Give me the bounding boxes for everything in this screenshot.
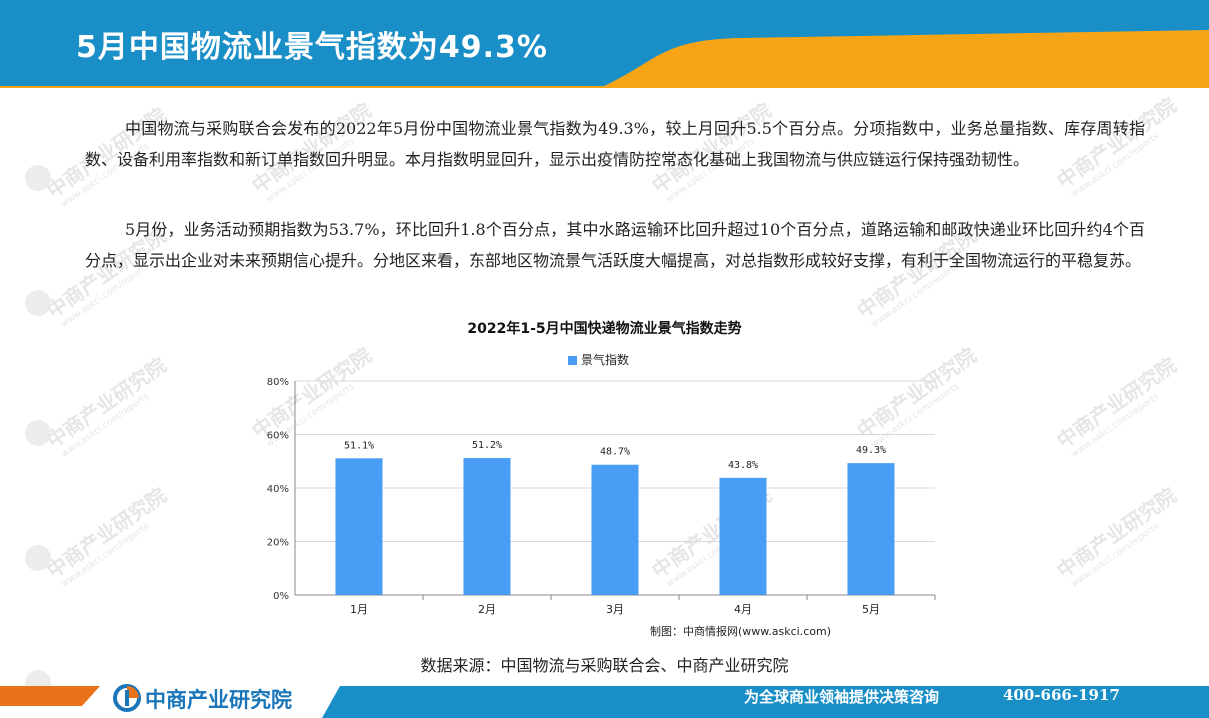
x-tick-label: 1月	[350, 603, 368, 616]
y-tick-label: 40%	[267, 484, 289, 495]
detail-paragraph: 5月份，业务活动预期指数为53.7%，环比回升1.8个百分点，其中水路运输环比回…	[85, 220, 1145, 270]
x-tick-label: 3月	[606, 603, 624, 616]
y-tick-label: 80%	[267, 377, 289, 388]
watermark: 中商产业研究院 www.askci.com/reports	[1052, 482, 1181, 590]
intro-paragraph: 中国物流与采购联合会发布的2022年5月份中国物流业景气指数为49.3%，较上月…	[85, 119, 1145, 169]
legend-swatch-icon	[568, 356, 577, 365]
chart-credit: 制图：中商情报网(www.askci.com)	[650, 625, 831, 638]
brand-logo-icon	[113, 684, 141, 712]
watermark: 中商产业研究院 www.askci.com/reports	[1052, 352, 1181, 460]
watermark: 中商产业研究院 www.askci.com/reports	[42, 352, 171, 460]
chart-legend: 景气指数	[568, 351, 629, 368]
bar	[335, 458, 383, 595]
brand-name: 中商产业研究院	[145, 688, 292, 712]
y-tick-label: 60%	[267, 431, 289, 442]
data-label: 43.8%	[728, 460, 758, 471]
bar	[847, 463, 895, 595]
watermark-logo-icon	[25, 420, 51, 446]
bar	[719, 477, 767, 595]
watermark-logo-icon	[25, 165, 51, 191]
x-tick-label: 2月	[478, 603, 496, 616]
watermark: 中商产业研究院 www.askci.com/reports	[42, 482, 171, 590]
footer-background	[0, 686, 1209, 718]
data-label: 51.1%	[344, 440, 374, 451]
page-title: 5月中国物流业景气指数为49.3%	[76, 30, 548, 65]
y-tick-label: 0%	[273, 591, 289, 602]
data-label: 48.7%	[600, 447, 630, 458]
watermark-logo-icon	[25, 290, 51, 316]
data-label: 49.3%	[856, 445, 886, 456]
chart-title: 2022年1-5月中国快递物流业景气指数走势	[467, 321, 742, 337]
footer-phone: 400-666-1917	[1003, 686, 1120, 704]
legend-label: 景气指数	[581, 353, 630, 367]
footer-slogan: 为全球商业领袖提供决策咨询	[744, 688, 940, 706]
footer-bar	[0, 682, 1209, 718]
header-banner: 5月中国物流业景气指数为49.3%	[0, 0, 1209, 88]
data-source: 数据来源：中国物流与采购联合会、中商产业研究院	[420, 656, 789, 675]
y-tick-label: 20%	[267, 538, 289, 549]
x-tick-label: 5月	[862, 603, 880, 616]
watermark-logo-icon	[25, 545, 51, 571]
header-background	[0, 0, 1209, 88]
data-label: 51.2%	[472, 440, 502, 451]
x-tick-label: 4月	[734, 603, 752, 616]
bar-chart: 0% 20% 40% 60% 80% 51.1% 1月 51.2% 2月 48.7% 3月 43.8%…	[267, 377, 936, 616]
bar	[591, 464, 639, 595]
bar	[463, 458, 511, 595]
